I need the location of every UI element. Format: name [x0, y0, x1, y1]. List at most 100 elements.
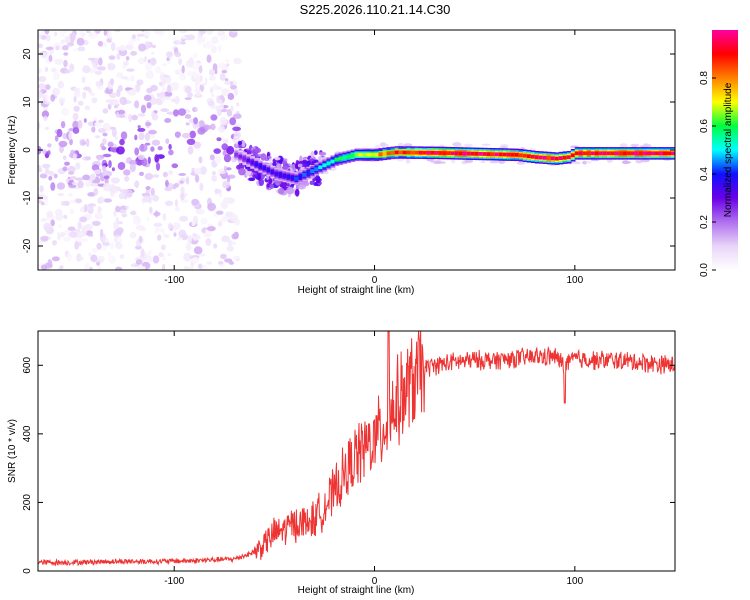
heatmap-noise-cell — [75, 177, 84, 181]
heatmap-noise-cell — [117, 85, 123, 92]
heatmap-ridge-cell — [486, 152, 492, 156]
heatmap-halo-cell — [430, 160, 440, 163]
heatmap-noise-cell — [91, 247, 98, 253]
heatmap-noise-cell — [163, 91, 173, 97]
heatmap-noise-cell — [73, 95, 77, 103]
heatmap-noise-cell — [127, 89, 136, 96]
heatmap-band-cell — [286, 186, 295, 195]
heatmap-ridge-cell — [510, 152, 516, 157]
heatmap-noise-cell — [118, 209, 127, 214]
heatmap-noise-cell — [63, 52, 69, 56]
heatmap-ridge-cell — [663, 151, 668, 156]
heatmap-noise-cell — [150, 146, 155, 152]
heatmap-ridge-cell — [458, 151, 464, 156]
heatmap-ridge-cell — [314, 167, 320, 172]
heatmap-noise-cell — [57, 80, 65, 89]
heatmap-ridge-cell — [675, 150, 680, 157]
heatmap-noise-cell — [162, 63, 167, 67]
heatmap-noise-cell — [72, 127, 80, 134]
heatmap-noise-cell — [181, 65, 185, 74]
heatmap-noise-cell — [40, 217, 48, 223]
heatmap-noise-cell — [43, 222, 51, 232]
snr-x-tick-label: 100 — [566, 576, 583, 587]
heatmap-ridge-cell — [330, 159, 336, 164]
heatmap-noise-cell — [44, 126, 50, 130]
heatmap-noise-cell — [162, 171, 168, 178]
heatmap-noise-cell — [183, 265, 189, 270]
heatmap-noise-cell — [134, 100, 140, 109]
spectrogram-x-label: Height of straight line (km) — [298, 285, 415, 296]
heatmap-noise-cell — [194, 81, 199, 90]
heatmap-noise-cell — [198, 120, 205, 129]
heatmap-band-cell — [309, 180, 314, 185]
heatmap-noise-cell — [171, 81, 180, 91]
heatmap-noise-cell — [197, 263, 203, 270]
heatmap-noise-cell — [53, 71, 60, 81]
heatmap-noise-cell — [117, 236, 123, 243]
heatmap-noise-cell — [103, 198, 112, 203]
spectrogram-y-label: Frequency (Hz) — [7, 116, 18, 185]
heatmap-ridge-cell — [538, 155, 544, 160]
heatmap-noise-cell — [126, 68, 135, 72]
heatmap-noise-cell — [44, 30, 50, 35]
heatmap-ridge-cell — [667, 151, 672, 156]
heatmap-noise-cell — [222, 138, 229, 144]
snr-y-tick-label: 0 — [22, 568, 33, 574]
heatmap-ridge-cell — [414, 150, 420, 155]
heatmap-noise-cell — [134, 147, 140, 156]
heatmap-noise-cell — [62, 132, 68, 140]
heatmap-noise-cell — [97, 197, 102, 204]
heatmap-noise-cell — [217, 221, 223, 227]
heatmap-noise-cell — [83, 40, 89, 46]
heatmap-noise-cell — [102, 138, 107, 145]
heatmap-noise-cell — [165, 76, 172, 83]
heatmap-halo-cell — [375, 144, 381, 149]
heatmap-noise-cell — [38, 32, 42, 40]
heatmap-noise-cell — [198, 65, 203, 74]
heatmap-noise-cell — [206, 261, 212, 265]
heatmap-noise-cell — [210, 123, 216, 131]
heatmap-noise-cell — [230, 84, 237, 90]
heatmap-noise-cell — [55, 45, 60, 51]
spectrogram-y-tick-label: -10 — [22, 190, 33, 205]
heatmap-noise-cell — [162, 255, 166, 261]
heatmap-noise-cell — [229, 117, 237, 126]
heatmap-noise-cell — [143, 94, 152, 102]
heatmap-noise-cell — [101, 146, 107, 151]
heatmap-noise-cell — [96, 262, 100, 266]
heatmap-noise-cell — [89, 92, 96, 96]
heatmap-noise-cell — [98, 57, 103, 66]
heatmap-noise-cell — [102, 108, 109, 114]
heatmap-noise-cell — [159, 71, 164, 76]
heatmap-noise-cell — [63, 236, 71, 242]
heatmap-noise-cell — [95, 81, 103, 87]
heatmap-noise-cell — [92, 62, 97, 69]
heatmap-noise-cell — [184, 114, 192, 119]
heatmap-noise-cell — [91, 31, 96, 40]
heatmap-noise-cell — [50, 182, 56, 191]
heatmap-band-cell — [277, 163, 280, 169]
heatmap-noise-cell — [108, 255, 116, 264]
heatmap-ridge-cell — [274, 172, 280, 176]
heatmap-band-cell — [274, 157, 281, 161]
heatmap-halo-cell — [403, 143, 413, 147]
heatmap-ridge-cell — [382, 151, 388, 156]
heatmap-ridge-cell — [610, 151, 616, 156]
heatmap-noise-cell — [110, 42, 116, 52]
heatmap-ridge-cell — [394, 150, 400, 155]
heatmap-noise-cell — [234, 88, 239, 96]
heatmap-noise-cell — [218, 99, 223, 103]
colorbar-tick-label: 0.6 — [699, 119, 710, 133]
heatmap-noise-cell — [153, 30, 162, 35]
heatmap-noise-cell — [233, 231, 239, 239]
heatmap-noise-cell — [232, 255, 241, 260]
heatmap-halo-cell — [480, 160, 486, 163]
heatmap-noise-cell — [130, 50, 138, 56]
heatmap-noise-cell — [94, 70, 103, 75]
heatmap-noise-cell — [152, 174, 160, 178]
heatmap-noise-cell — [113, 209, 117, 218]
heatmap-ridge-cell — [422, 150, 428, 155]
heatmap-halo-cell — [590, 159, 600, 162]
heatmap-noise-cell — [52, 256, 60, 262]
heatmap-noise-cell — [119, 138, 125, 146]
